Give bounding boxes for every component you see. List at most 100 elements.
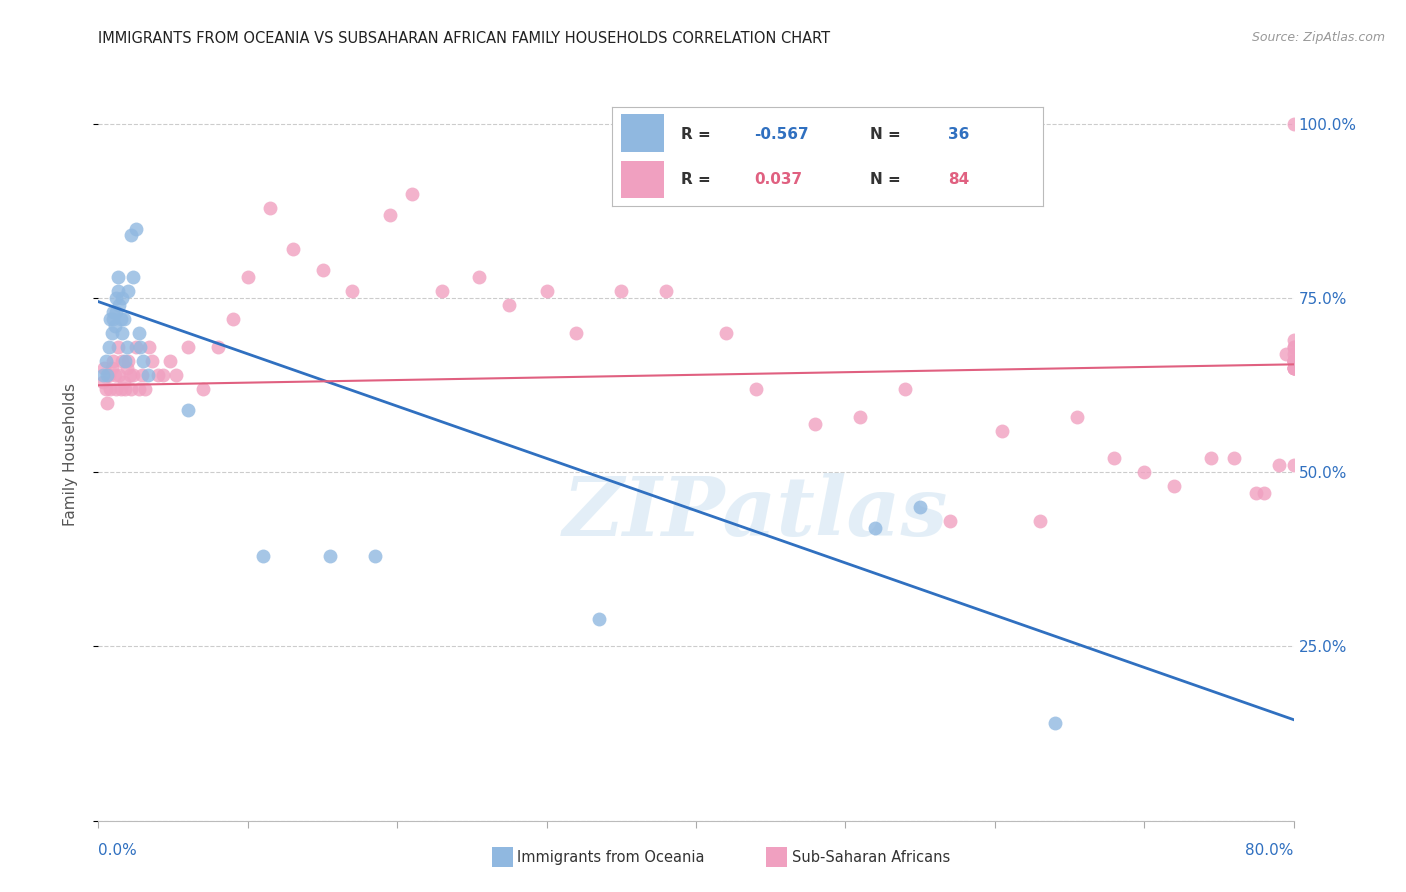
Point xyxy=(108,298,131,312)
Point xyxy=(105,291,128,305)
Point xyxy=(588,612,610,626)
Point xyxy=(105,305,128,319)
Point xyxy=(1282,458,1305,473)
Point xyxy=(115,360,138,375)
Point xyxy=(655,284,678,298)
Point xyxy=(121,368,143,382)
Point xyxy=(103,354,125,368)
Point xyxy=(105,382,128,396)
Point xyxy=(430,284,453,298)
Point xyxy=(939,514,962,528)
Point xyxy=(1282,117,1305,131)
Point xyxy=(1043,716,1066,731)
Point xyxy=(1282,340,1305,354)
Point xyxy=(114,382,136,396)
Point xyxy=(148,368,170,382)
Point xyxy=(401,186,423,201)
Point xyxy=(112,375,135,389)
Point xyxy=(1066,409,1088,424)
Point xyxy=(138,340,160,354)
Point xyxy=(111,291,134,305)
Point xyxy=(536,284,558,298)
Point xyxy=(565,326,588,340)
Point xyxy=(100,312,122,326)
Point xyxy=(1282,354,1305,368)
Point xyxy=(115,340,138,354)
Text: Sub-Saharan Africans: Sub-Saharan Africans xyxy=(792,850,950,864)
Text: Immigrants from Oceania: Immigrants from Oceania xyxy=(517,850,704,864)
Point xyxy=(129,340,152,354)
Point xyxy=(165,368,187,382)
Point xyxy=(131,368,153,382)
Point xyxy=(94,382,117,396)
Point xyxy=(91,368,114,382)
Point xyxy=(110,312,132,326)
Point xyxy=(1282,360,1305,375)
Point xyxy=(236,270,259,285)
Point xyxy=(96,395,118,409)
Point xyxy=(125,221,148,235)
Point xyxy=(1282,360,1305,375)
Point xyxy=(804,417,827,431)
Text: IMMIGRANTS FROM OCEANIA VS SUBSAHARAN AFRICAN FAMILY HOUSEHOLDS CORRELATION CHAR: IMMIGRANTS FROM OCEANIA VS SUBSAHARAN AF… xyxy=(98,31,831,46)
Point xyxy=(468,270,491,285)
Point xyxy=(177,340,200,354)
Point xyxy=(364,549,387,563)
Point xyxy=(104,319,127,334)
Point xyxy=(1275,347,1298,361)
Point xyxy=(97,368,120,382)
Point xyxy=(1282,333,1305,347)
Point xyxy=(120,382,142,396)
Point xyxy=(908,500,931,515)
Point xyxy=(132,354,155,368)
Point xyxy=(114,354,136,368)
Point xyxy=(849,409,872,424)
Point xyxy=(100,382,122,396)
Point xyxy=(128,382,150,396)
Point xyxy=(1282,360,1305,375)
Point xyxy=(96,368,118,382)
Point xyxy=(118,368,141,382)
Point xyxy=(107,284,129,298)
Point xyxy=(108,368,131,382)
Point xyxy=(117,284,139,298)
Point xyxy=(1282,354,1305,368)
Point xyxy=(610,284,633,298)
Y-axis label: Family Households: Family Households xyxy=(63,384,77,526)
Point xyxy=(159,354,181,368)
Point xyxy=(110,382,132,396)
Point xyxy=(1223,451,1246,466)
Point xyxy=(101,326,124,340)
Point xyxy=(1133,466,1156,480)
Point xyxy=(97,340,120,354)
Point xyxy=(222,312,245,326)
Point xyxy=(311,263,333,277)
Point xyxy=(714,326,737,340)
Point xyxy=(104,368,127,382)
Point xyxy=(319,549,342,563)
Point xyxy=(128,326,150,340)
Point xyxy=(894,382,917,396)
Point xyxy=(865,521,887,535)
Point xyxy=(252,549,274,563)
Point xyxy=(121,270,143,285)
Point xyxy=(1282,347,1305,361)
Point xyxy=(101,360,124,375)
Point xyxy=(103,305,125,319)
Point xyxy=(1282,360,1305,375)
Point xyxy=(1282,354,1305,368)
Point xyxy=(1282,354,1305,368)
Point xyxy=(94,354,117,368)
Point xyxy=(111,326,134,340)
Point xyxy=(93,360,115,375)
Point xyxy=(191,382,214,396)
Point xyxy=(134,382,156,396)
Point xyxy=(1282,354,1305,368)
Point xyxy=(107,340,129,354)
Text: 0.0%: 0.0% xyxy=(98,843,138,858)
Point xyxy=(152,368,174,382)
Point xyxy=(107,270,129,285)
Point xyxy=(1253,486,1275,500)
Point xyxy=(1163,479,1185,493)
Text: Source: ZipAtlas.com: Source: ZipAtlas.com xyxy=(1251,31,1385,45)
